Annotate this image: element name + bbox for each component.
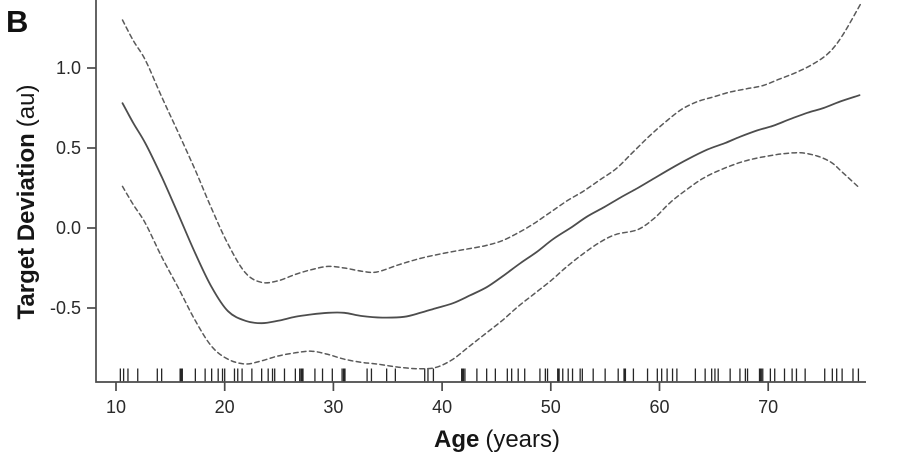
curve-smooth-fit (121, 94, 861, 325)
x-tick-label: 30 (323, 397, 343, 417)
x-tick-label: 50 (541, 397, 561, 417)
y-tick-label: -0.5 (50, 298, 81, 318)
x-tick-label: 60 (649, 397, 669, 417)
x-tick-label: 20 (215, 397, 235, 417)
curve-upper-95ci (121, 3, 862, 284)
x-axis-label: Age (years) (434, 426, 560, 454)
y-axis-label-title: Target Deviation (13, 133, 40, 320)
y-tick-label: 1.0 (56, 58, 81, 78)
y-axis-label: Target Deviation (au) (13, 85, 41, 320)
panel-letter-label: B (6, 4, 29, 39)
x-tick-label: 40 (432, 397, 452, 417)
curve-lower-95ci (121, 151, 861, 370)
x-axis-label-unit: (years) (485, 426, 561, 453)
axis-lines (95, 0, 866, 383)
y-tick-label: 0.0 (56, 218, 81, 238)
y-tick-label: 0.5 (56, 138, 81, 158)
x-tick-label: 70 (758, 397, 778, 417)
y-axis-label-unit: (au) (13, 84, 40, 128)
x-axis-label-title: Age (433, 426, 480, 453)
x-tick-label: 10 (106, 397, 126, 417)
